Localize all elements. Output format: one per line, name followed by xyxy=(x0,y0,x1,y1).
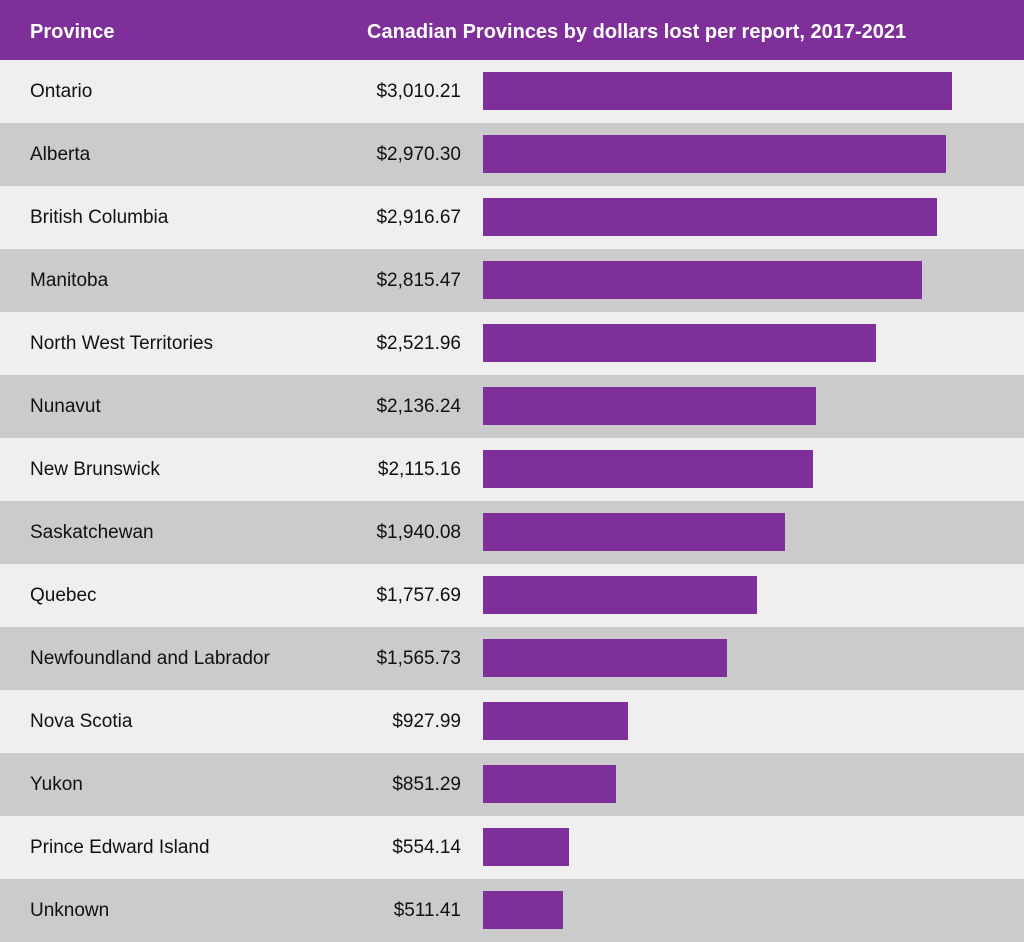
value-label: $2,815.47 xyxy=(376,270,461,291)
value-label: $2,916.67 xyxy=(376,207,461,228)
province-label: Alberta xyxy=(30,144,91,165)
value-label: $1,940.08 xyxy=(376,522,461,543)
province-label: Prince Edward Island xyxy=(30,837,210,858)
table-row: Nunavut $2,136.24 xyxy=(0,375,1024,438)
chart-title: Canadian Provinces by dollars lost per r… xyxy=(367,21,907,43)
province-label: Manitoba xyxy=(30,270,109,291)
province-label: British Columbia xyxy=(30,207,169,228)
table-row: Unknown $511.41 xyxy=(0,879,1024,942)
value-label: $851.29 xyxy=(392,774,461,795)
bar xyxy=(483,135,946,173)
bar xyxy=(483,702,628,740)
bar xyxy=(483,198,937,236)
table-row: Ontario $3,010.21 xyxy=(0,60,1024,123)
value-label: $2,521.96 xyxy=(376,333,461,354)
value-label: $1,757.69 xyxy=(376,585,461,606)
province-label: North West Territories xyxy=(30,333,214,354)
table-row: North West Territories $2,521.96 xyxy=(0,312,1024,375)
table-row: Quebec $1,757.69 xyxy=(0,564,1024,627)
bar xyxy=(483,450,813,488)
value-label: $511.41 xyxy=(393,900,461,921)
province-label: Newfoundland and Labrador xyxy=(30,648,270,669)
table-header: Province Canadian Provinces by dollars l… xyxy=(0,0,1024,60)
bar xyxy=(483,828,569,866)
table-row: Saskatchewan $1,940.08 xyxy=(0,501,1024,564)
province-label: Quebec xyxy=(30,585,97,606)
table-row: Yukon $851.29 xyxy=(0,753,1024,816)
province-label: Yukon xyxy=(30,774,83,795)
value-label: $1,565.73 xyxy=(376,648,461,669)
value-label: $927.99 xyxy=(392,711,461,732)
bar xyxy=(483,891,563,929)
province-label: Saskatchewan xyxy=(30,522,154,543)
table-row: Alberta $2,970.30 xyxy=(0,123,1024,186)
table-row: Prince Edward Island $554.14 xyxy=(0,816,1024,879)
bar xyxy=(483,261,922,299)
province-label: Nunavut xyxy=(30,396,101,417)
table-row: Newfoundland and Labrador $1,565.73 xyxy=(0,627,1024,690)
bar xyxy=(483,765,616,803)
value-label: $554.14 xyxy=(392,837,461,858)
bar xyxy=(483,513,785,551)
bar xyxy=(483,387,816,425)
bar xyxy=(483,324,876,362)
province-label: Ontario xyxy=(30,81,93,102)
province-column-header: Province xyxy=(30,21,115,43)
bar xyxy=(483,72,952,110)
province-label: Nova Scotia xyxy=(30,711,133,732)
bar xyxy=(483,576,757,614)
bar xyxy=(483,639,727,677)
value-label: $2,115.16 xyxy=(377,459,461,480)
value-label: $2,136.24 xyxy=(376,396,461,417)
value-label: $2,970.30 xyxy=(376,144,461,165)
table-row: Manitoba $2,815.47 xyxy=(0,249,1024,312)
table-row: British Columbia $2,916.67 xyxy=(0,186,1024,249)
province-label: New Brunswick xyxy=(30,459,160,480)
value-label: $3,010.21 xyxy=(376,81,461,102)
table-row: Nova Scotia $927.99 xyxy=(0,690,1024,753)
province-label: Unknown xyxy=(30,900,110,921)
table-row: New Brunswick $2,115.16 xyxy=(0,438,1024,501)
